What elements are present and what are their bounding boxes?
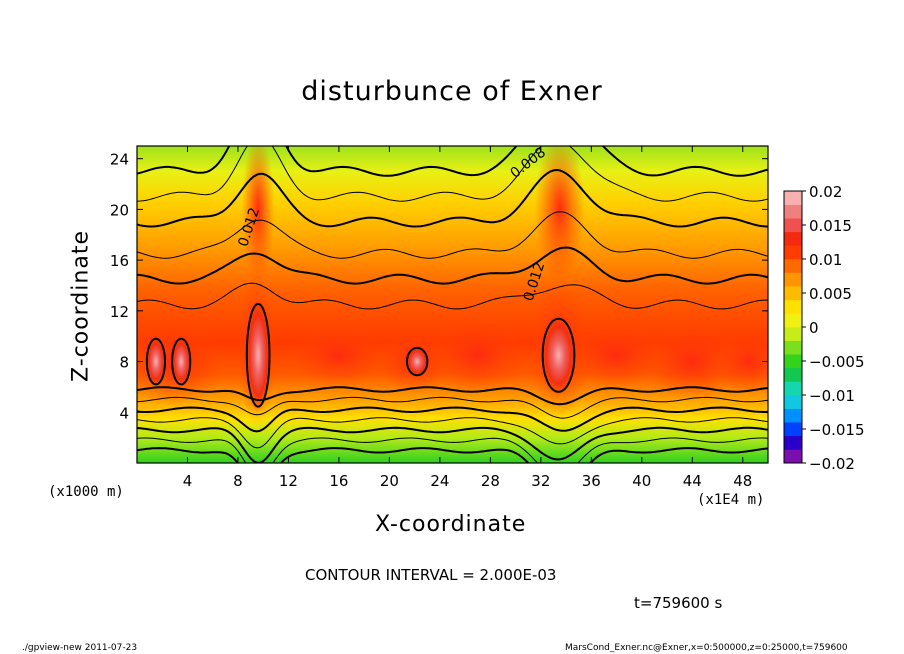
contour-line — [137, 396, 768, 419]
y-axis-label: Z-coordinate — [68, 230, 94, 382]
footer-right: MarsCond_Exner.nc@Exner,x=0:500000,z=0:2… — [565, 643, 848, 653]
x-tick-label: 28 — [481, 472, 500, 490]
colorbar-swatch — [784, 422, 802, 437]
x-tick-label: 24 — [430, 472, 449, 490]
colorbar-swatch — [784, 299, 802, 314]
colorbar-swatch — [784, 408, 802, 423]
contour-loop — [405, 346, 429, 377]
colorbar-label: 0.02 — [809, 183, 842, 201]
x-tick-label: 20 — [380, 472, 399, 490]
colorbar-swatch — [784, 449, 802, 464]
x-tick-label: 8 — [233, 472, 243, 490]
colorbar-swatch — [784, 313, 802, 328]
contour-line — [137, 211, 768, 259]
x-axis-unit-right: (x1E4 m) — [697, 492, 765, 508]
contour-line — [137, 417, 768, 449]
x-tick-label: 36 — [582, 472, 601, 490]
x-tick-label: 16 — [329, 472, 348, 490]
x-axis-label: X-coordinate — [375, 512, 527, 537]
colorbar-swatch — [784, 191, 802, 205]
field-layer — [137, 146, 768, 463]
colorbar-swatch — [784, 395, 802, 409]
contour-line — [137, 447, 768, 463]
chart-title: disturbunce of Exner — [301, 76, 603, 107]
contour-line — [137, 386, 768, 406]
colorbar-swatch — [784, 231, 802, 246]
y-axis-ticks: 4 8 12 16 20 24 — [110, 151, 768, 422]
y-tick-label: 16 — [110, 252, 129, 270]
x-tick-label: 32 — [531, 472, 550, 490]
hot-region — [245, 298, 271, 413]
warm-region — [427, 317, 529, 394]
x-tick-label: 44 — [683, 472, 702, 490]
x-axis-unit-left: (x1000 m) — [48, 484, 124, 500]
contour-line — [137, 282, 768, 310]
footer-left: ./gpview-new 2011-07-23 — [22, 643, 138, 653]
colorbar-swatch — [784, 367, 802, 382]
contour-line — [137, 146, 768, 202]
contour-loop — [245, 302, 271, 408]
y-tick-label: 12 — [110, 303, 129, 321]
x-tick-label: 12 — [279, 472, 298, 490]
colorbar-swatch — [784, 204, 802, 219]
y-tick-label: 20 — [110, 201, 129, 219]
contour-lines — [137, 146, 768, 463]
colorbar-swatch — [784, 435, 802, 450]
contour-line — [137, 426, 768, 463]
colorbar-label: −0.005 — [809, 353, 865, 371]
warm-region — [566, 323, 668, 387]
contour-line — [137, 246, 768, 285]
colorbar-swatch — [784, 354, 802, 369]
colorbar-label: −0.02 — [809, 455, 855, 473]
warm-region — [288, 323, 390, 387]
time-label: t=759600 s — [634, 594, 723, 612]
colorbar-swatch — [784, 381, 802, 396]
contour-interval-note: CONTOUR INTERVAL = 2.000E-03 — [305, 566, 557, 584]
colorbar-swatch — [784, 286, 802, 301]
colorbar-swatch — [784, 327, 802, 341]
hot-region — [145, 336, 167, 387]
x-tick-label: 40 — [632, 472, 651, 490]
x-tick-label: 4 — [183, 472, 193, 490]
plot-frame — [136, 145, 769, 464]
y-tick-label: 4 — [119, 404, 129, 422]
colorbar-swatch — [784, 340, 802, 355]
warm-region — [641, 323, 743, 400]
y-tick-label: 8 — [119, 354, 129, 372]
plume-region — [534, 146, 586, 286]
y-tick-label: 24 — [110, 151, 129, 169]
colorbar-swatch — [784, 245, 802, 260]
colorbar-swatch — [784, 259, 802, 273]
contour-loop — [145, 337, 167, 386]
colorbar-label: 0.005 — [809, 285, 852, 303]
warm-region — [711, 329, 768, 394]
contour-line — [137, 168, 768, 228]
contour-loop — [541, 317, 576, 393]
colorbar-label: −0.01 — [809, 387, 855, 405]
colorbar-label: 0.01 — [809, 251, 842, 269]
hot-region — [405, 346, 429, 377]
colorbar-swatch — [784, 218, 802, 233]
colorbar-swatch — [784, 272, 802, 287]
contour-line — [137, 146, 768, 177]
hot-region — [171, 336, 192, 387]
contour-line — [137, 437, 768, 463]
contour-loop — [171, 337, 192, 386]
colorbar-label: 0.015 — [809, 217, 852, 235]
colorbar-label: −0.015 — [809, 421, 865, 439]
contour-line — [137, 406, 768, 433]
field-blobs — [137, 146, 768, 425]
colorbar: 0.02 0.015 0.01 0.005 0 −0.005 −0.01 −0.015 −0.0… — [783, 183, 865, 473]
hot-region — [540, 314, 577, 396]
colorbar-label: 0 — [809, 319, 819, 337]
x-tick-label: 48 — [733, 472, 752, 490]
x-axis-ticks: 4 8 12 16 20 24 28 32 36 40 44 48 — [183, 146, 752, 490]
